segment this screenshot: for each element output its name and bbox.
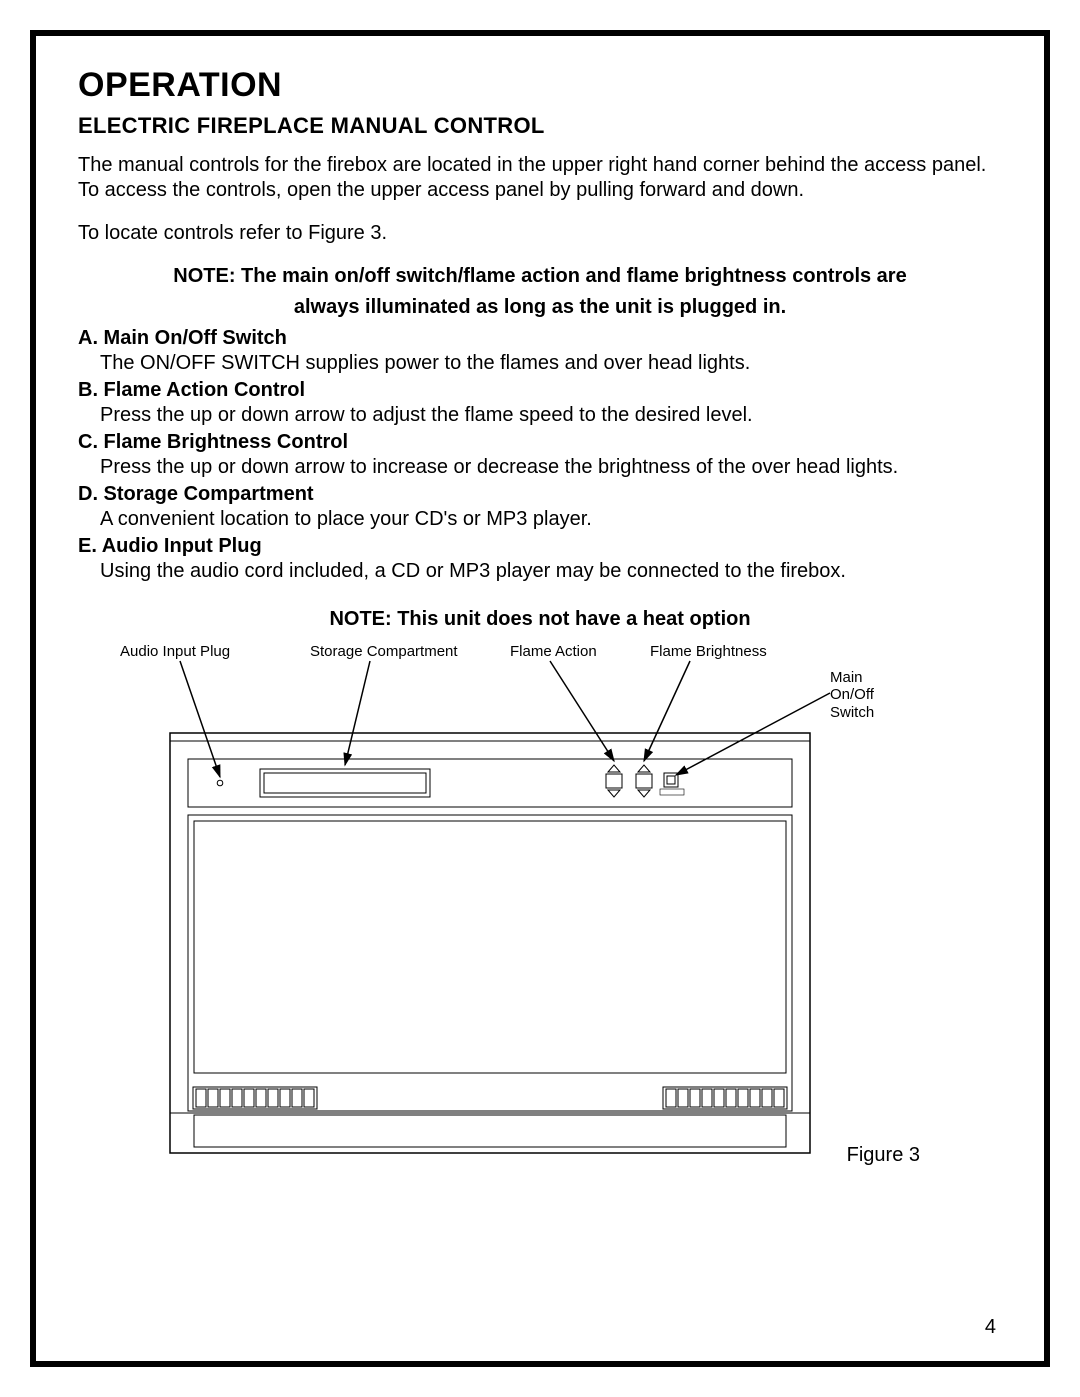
label-flame-brightness: Flame Brightness <box>650 643 767 660</box>
control-items-list: A. Main On/Off Switch The ON/OFF SWITCH … <box>78 326 1002 584</box>
item-head-e: E. Audio Input Plug <box>78 534 1002 559</box>
label-flame-action: Flame Action <box>510 643 597 660</box>
intro-paragraph-2: To locate controls refer to Figure 3. <box>78 221 1002 246</box>
item-head-a: A. Main On/Off Switch <box>78 326 1002 351</box>
note-line-1: NOTE: The main on/off switch/flame actio… <box>78 264 1002 289</box>
item-head-c: C. Flame Brightness Control <box>78 430 1002 455</box>
section-subtitle: ELECTRIC FIREPLACE MANUAL CONTROL <box>78 113 1002 139</box>
item-head-d: D. Storage Compartment <box>78 482 1002 507</box>
label-main-switch-3: Switch <box>830 704 874 721</box>
figure-3-wrap: Audio Input Plug Storage Compartment Fla… <box>110 643 970 1163</box>
item-desc-b: Press the up or down arrow to adjust the… <box>100 403 1002 428</box>
item-desc-e: Using the audio cord included, a CD or M… <box>100 559 1002 584</box>
note-line-2: always illuminated as long as the unit i… <box>78 295 1002 320</box>
item-head-b: B. Flame Action Control <box>78 378 1002 403</box>
item-desc-a: The ON/OFF SWITCH supplies power to the … <box>100 351 1002 376</box>
label-audio-input-plug: Audio Input Plug <box>120 643 230 660</box>
label-main-switch-1: Main <box>830 669 863 686</box>
figure-caption: Figure 3 <box>847 1144 920 1167</box>
note-no-heat: NOTE: This unit does not have a heat opt… <box>78 608 1002 631</box>
page-title: OPERATION <box>78 66 1002 105</box>
intro-paragraph-1: The manual controls for the firebox are … <box>78 153 1002 203</box>
item-desc-d: A convenient location to place your CD's… <box>100 507 1002 532</box>
item-desc-c: Press the up or down arrow to increase o… <box>100 455 1002 480</box>
page-number: 4 <box>985 1316 996 1339</box>
figure-3-svg <box>110 643 970 1163</box>
label-main-switch-2: On/Off <box>830 686 874 703</box>
label-storage-compartment: Storage Compartment <box>310 643 458 660</box>
label-main-switch: Main On/Off Switch <box>830 669 874 721</box>
